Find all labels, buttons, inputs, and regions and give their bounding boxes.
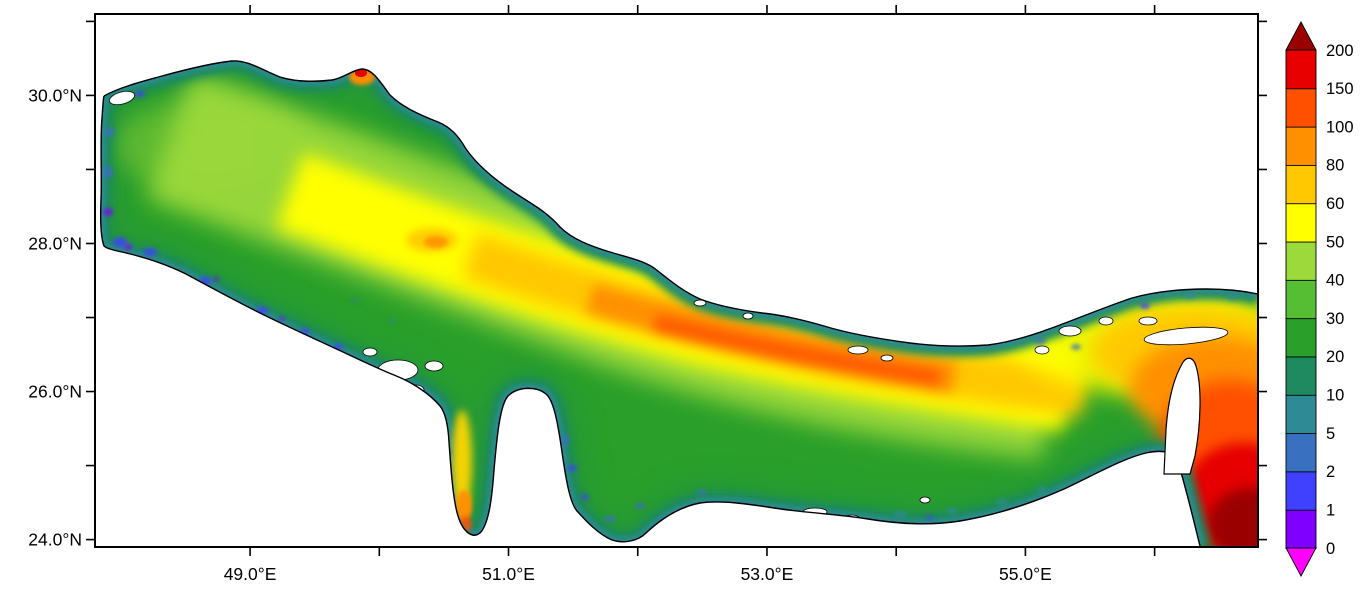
colorbar-segment <box>1285 241 1317 281</box>
colorbar-segment <box>1285 279 1317 320</box>
island <box>1138 316 1158 326</box>
x-tick-label: 49.0°E <box>224 564 277 584</box>
plot-frame <box>94 13 1259 548</box>
x-tick-label: 55.0°E <box>999 564 1052 584</box>
colorbar-tick-label: 80 <box>1326 157 1344 175</box>
colorbar-tick-label: 5 <box>1326 425 1335 443</box>
field-salwa-yellow-streak <box>452 410 472 514</box>
colorbar-tick-label: 1 <box>1326 501 1335 519</box>
colorbar-tick-label: 150 <box>1326 80 1354 98</box>
colorbar-segment <box>1285 317 1317 358</box>
island <box>1098 316 1114 326</box>
island <box>1058 325 1082 337</box>
colorbar-tick-label: 0 <box>1326 540 1335 558</box>
colorbar-tick-label: 20 <box>1326 348 1344 366</box>
island <box>1034 345 1050 355</box>
colorbar-tick-label: 40 <box>1326 272 1344 290</box>
colorbar-segment <box>1285 49 1317 90</box>
island <box>693 299 707 307</box>
colorbar-tick-label: 60 <box>1326 195 1344 213</box>
coastal-low-value-speckles <box>103 91 1237 524</box>
colorbar: 0 1 2 5 10 20 30 40 50 60 80 100 150 200 <box>1285 21 1354 577</box>
field-nw-orange-patch <box>424 236 448 248</box>
x-axis-labels: 49.0°E 51.0°E 53.0°E 55.0°E <box>224 564 1052 584</box>
musandam-peninsula <box>1163 357 1201 475</box>
y-tick-label: 24.0°N <box>28 530 82 550</box>
colorbar-segment <box>1285 202 1317 243</box>
colorbar-segment <box>1285 164 1317 205</box>
axis-ticks <box>86 5 1267 556</box>
colorbar-tick-label: 10 <box>1326 387 1344 405</box>
island-qeshm <box>1143 326 1229 346</box>
colorbar-segment <box>1285 87 1317 128</box>
island <box>424 360 444 372</box>
colorbar-tick-label: 2 <box>1326 463 1335 481</box>
colorbar-segment <box>1285 394 1317 435</box>
colorbar-over-arrow <box>1285 21 1317 51</box>
colorbar-segment <box>1285 470 1317 511</box>
island <box>880 354 894 362</box>
y-tick-label: 26.0°N <box>28 382 82 402</box>
colorbar-under-arrow <box>1285 547 1317 577</box>
field-oman-darkred <box>1208 488 1258 546</box>
field-salwa-orange <box>456 490 472 522</box>
y-tick-label: 30.0°N <box>28 86 82 106</box>
colorbar-tick-label: 100 <box>1326 118 1354 136</box>
y-tick-label: 28.0°N <box>28 234 82 254</box>
y-axis-labels: 30.0°N 28.0°N 26.0°N 24.0°N <box>28 86 82 550</box>
x-tick-label: 51.0°E <box>482 564 535 584</box>
field-band-orangered <box>653 314 942 386</box>
colorbar-segment <box>1285 126 1317 166</box>
island <box>362 347 378 357</box>
colorbar-segment <box>1285 432 1317 473</box>
island <box>919 496 931 504</box>
colorbar-tick-label: 50 <box>1326 233 1344 251</box>
colorbar-segment <box>1285 356 1317 396</box>
island <box>847 345 869 355</box>
colorbar-tick-label: 200 <box>1326 42 1354 60</box>
colorbar-tick-label: 30 <box>1326 310 1344 328</box>
x-tick-label: 53.0°E <box>741 564 794 584</box>
island <box>108 90 136 106</box>
field-north-coast-hotspot-core <box>355 69 367 77</box>
island <box>742 312 754 320</box>
colorbar-segment <box>1285 509 1317 549</box>
